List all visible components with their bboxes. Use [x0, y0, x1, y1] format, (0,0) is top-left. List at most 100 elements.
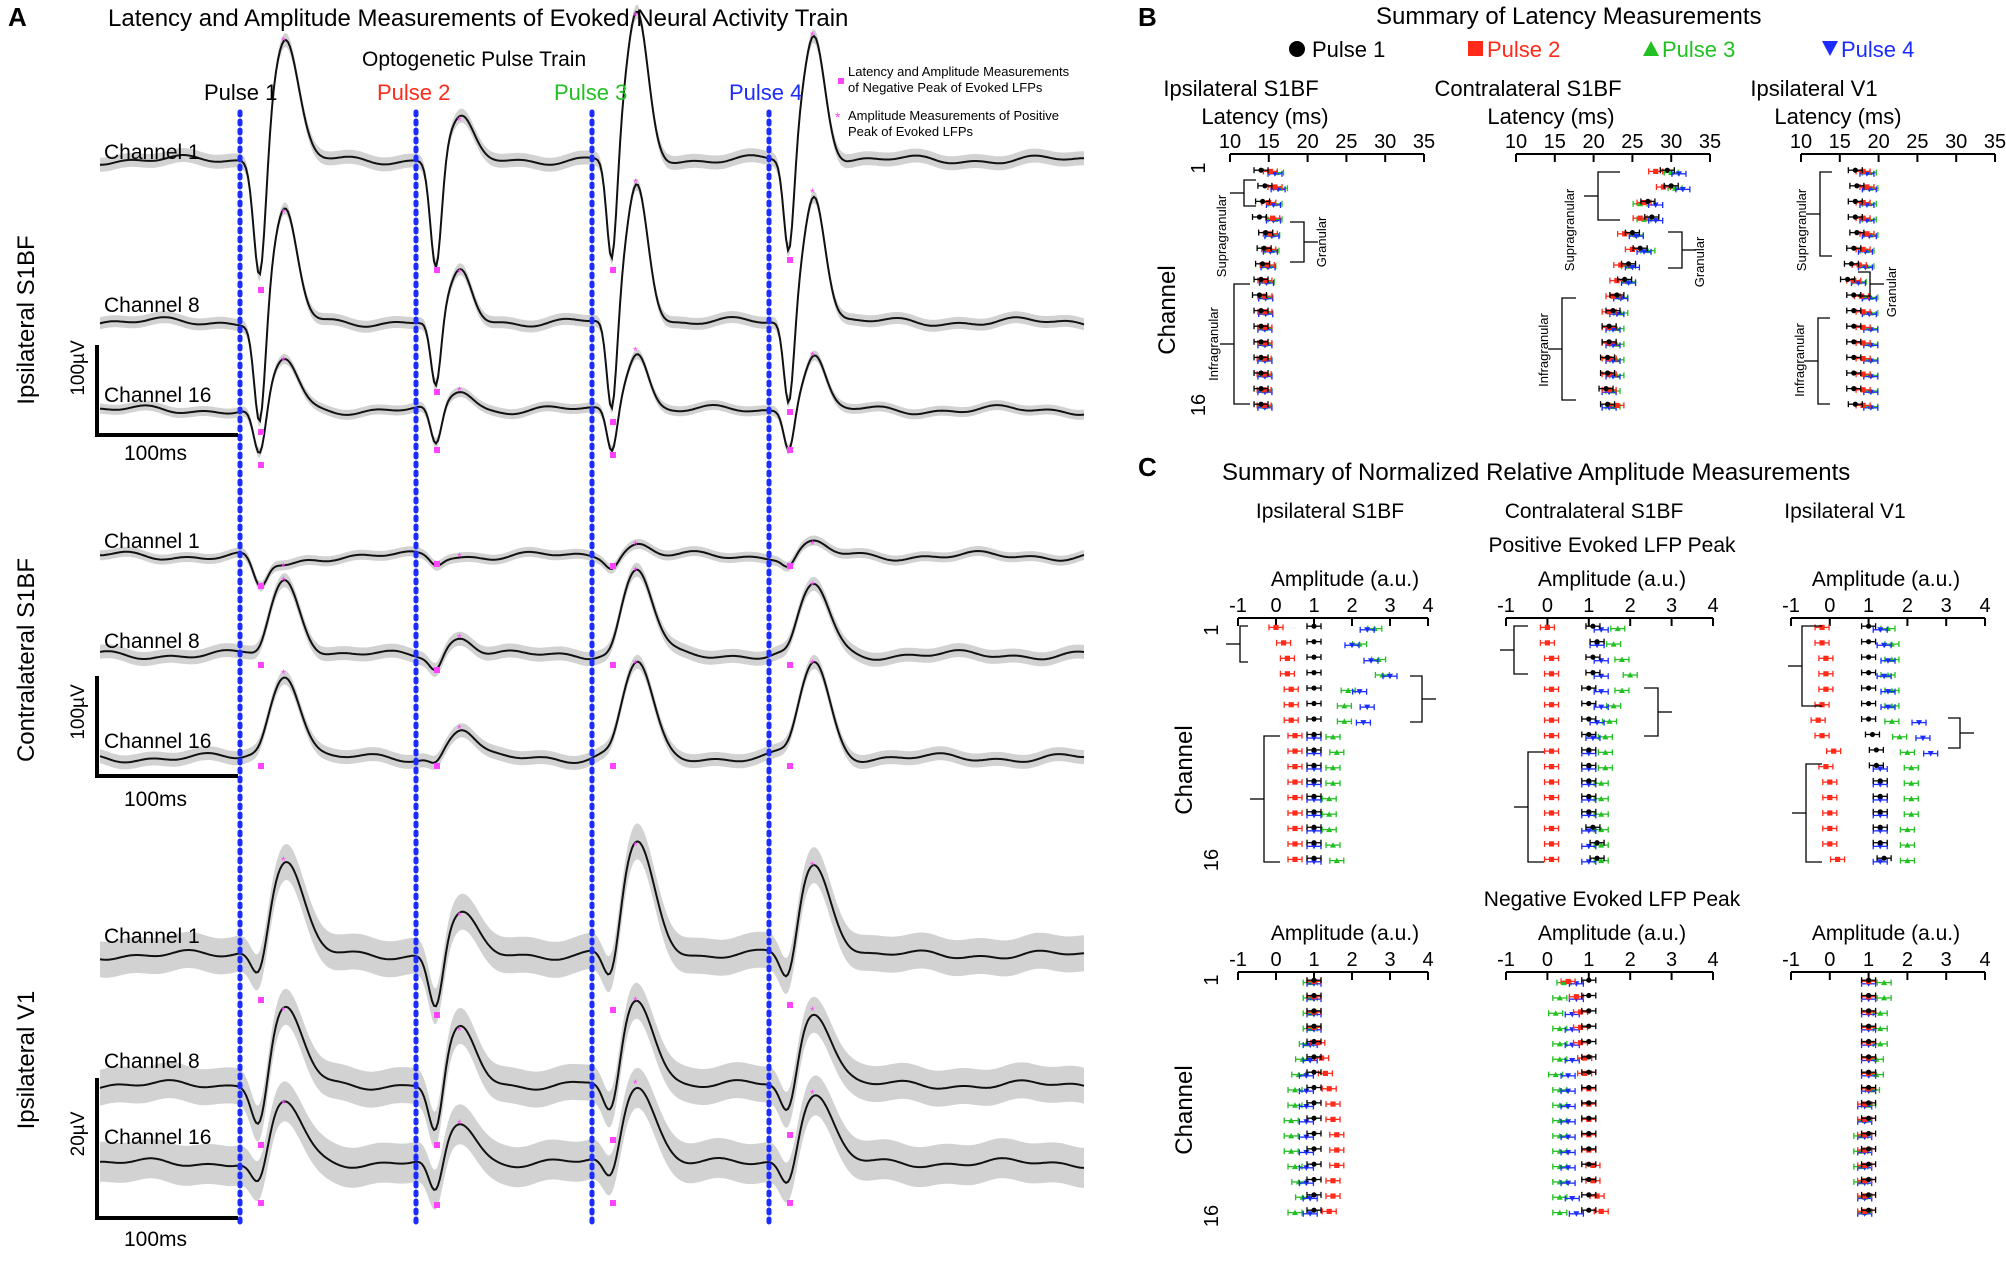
pulse1-point: [1256, 214, 1263, 220]
pulse1-point: [1866, 1008, 1872, 1014]
error-band-4: [100, 535, 1084, 592]
neg-peak-marker: [434, 447, 440, 453]
pulse2-point: [1544, 624, 1550, 630]
pulse3-point: [1598, 780, 1605, 786]
pulse4-point: [1617, 296, 1624, 302]
pulse4-point: [1585, 828, 1592, 834]
pulse2-point: [1590, 1178, 1596, 1184]
pulse2-point: [1292, 841, 1298, 847]
pulse4-point: [1877, 781, 1884, 788]
pulse1-point: [1586, 1176, 1592, 1183]
pos-peak-marker: *: [457, 631, 462, 645]
pulse2-point: [1827, 810, 1833, 816]
pulse3-point: [1556, 1194, 1563, 1200]
pulse2-point: [1573, 994, 1579, 1000]
neg-peak-marker: [610, 1200, 616, 1206]
pulse1-point: [1866, 639, 1872, 645]
pulse2-point: [1622, 231, 1628, 237]
pulse1-point: [1594, 855, 1600, 861]
pulse2-point: [1334, 1147, 1340, 1153]
pulse3-point: [1904, 749, 1911, 755]
pulse1-point: [1586, 762, 1592, 769]
pulse3-point: [1330, 764, 1336, 771]
c-neg-xlabel-3: Amplitude (a.u.): [1812, 922, 1960, 945]
pulse4-point: [1867, 389, 1874, 396]
ch16-label-g1: Channel 16: [104, 384, 211, 407]
pulse1-point: [1311, 778, 1317, 784]
c1-gran-bracket: [1410, 675, 1423, 723]
neg-peak-marker: [258, 1200, 264, 1206]
pos-peak-marker: *: [633, 344, 638, 358]
neg-peak-marker: [434, 1142, 440, 1148]
pulse1-point: [1629, 230, 1635, 236]
pulse4-point: [1387, 673, 1393, 680]
pos-amp-axis-2-tick-label: 2: [1625, 595, 1636, 617]
legend-negative-marker: [838, 78, 844, 84]
c-neg-ytick-1: 1: [1201, 974, 1223, 985]
panel-a-letter: A: [8, 2, 27, 32]
pulse4-point: [1881, 673, 1888, 680]
latency-axis-3-tick-label: 30: [1945, 131, 1967, 153]
pulse1-point: [1586, 793, 1592, 799]
pulse3-point: [1552, 1010, 1559, 1016]
pulse1-point: [1311, 1176, 1317, 1183]
pos-peak-marker: *: [281, 34, 286, 48]
pulse4-point: [1877, 627, 1884, 633]
pulse1-point: [1866, 1038, 1872, 1045]
pos-amp-axis-1-tick-label: 3: [1384, 595, 1395, 617]
pulse1-point: [1594, 840, 1600, 846]
latency-axis-2-tick-label: 10: [1505, 131, 1527, 153]
pulse1-point: [1311, 1038, 1317, 1045]
pulse1-point: [1586, 977, 1592, 983]
pulse2-point: [1594, 1193, 1600, 1199]
c-region-3: Ipsilateral V1: [1784, 500, 1905, 523]
neg-peak-marker: [258, 662, 264, 668]
neg-amp-axis-1-tick-label: 1: [1308, 949, 1319, 971]
neg-peak-marker: [610, 419, 616, 425]
pulse3-point: [1556, 1025, 1563, 1032]
neg-amp-axis-2-tick-label: 2: [1625, 949, 1636, 971]
pulse2-point: [1281, 640, 1287, 646]
b2-gran-bracket: [1668, 231, 1683, 269]
pulse4-point: [1867, 342, 1874, 349]
pulse4-point: [1303, 1103, 1310, 1110]
pulse1-point: [1311, 840, 1317, 846]
pulse1-point: [1590, 670, 1596, 676]
pulse2-point: [1262, 309, 1268, 315]
pulse4-point: [1311, 797, 1317, 803]
pulse1-point: [1866, 685, 1872, 691]
pulse2-point: [1862, 1208, 1868, 1214]
pulse3-point: [1330, 733, 1336, 740]
pulse4-point: [1867, 358, 1874, 364]
pulse1-point: [1586, 685, 1592, 691]
amplitude-summary-panel: -1 0 1 2 3 4 -1 0 1 2 3 4 -1 0 1 2 3 4 -1 0 1 2 3 4 -1 0 1 2 3 4 -1 0 1 2…: [1226, 595, 1991, 1217]
pulse1-point: [1844, 276, 1851, 282]
pulse1-point: [1586, 1115, 1592, 1121]
pulse4-point: [1585, 797, 1592, 803]
pulse-lines: [237, 109, 772, 1225]
pos-peak-marker: *: [457, 114, 462, 128]
scale-bar-g1: [95, 345, 238, 437]
pulse1-point: [1866, 1207, 1872, 1213]
pulse4-point: [1364, 704, 1371, 711]
pulse1-point: [1259, 198, 1266, 204]
pulse4-point: [1565, 1073, 1572, 1079]
neg-peak-marker: [787, 763, 793, 769]
panel-b-letter: B: [1138, 2, 1157, 32]
pulse3-point: [1908, 811, 1915, 817]
pulse2-point: [1284, 671, 1290, 677]
pulse1-point: [1311, 1146, 1317, 1152]
pulse2-point: [1860, 387, 1866, 393]
pulse1-point: [1311, 1207, 1317, 1213]
pulse3-point: [1292, 1163, 1298, 1170]
neg-amp-axis-3-tick-label: 0: [1824, 949, 1835, 971]
pulse1-point: [1586, 1192, 1592, 1198]
pulse-1-label: Pulse 1: [204, 80, 277, 105]
pos-peak-marker: *: [281, 354, 286, 368]
b3-infra-label: Infragranular: [1792, 322, 1807, 396]
neg-amp-axis-2-tick-label: 4: [1707, 949, 1718, 971]
pulse2-point: [1266, 200, 1272, 206]
legend-pulse3: Pulse 3: [1662, 37, 1735, 62]
latency-axis-3-tick-label: 35: [1984, 131, 2006, 153]
pulse2-point: [1660, 184, 1667, 190]
